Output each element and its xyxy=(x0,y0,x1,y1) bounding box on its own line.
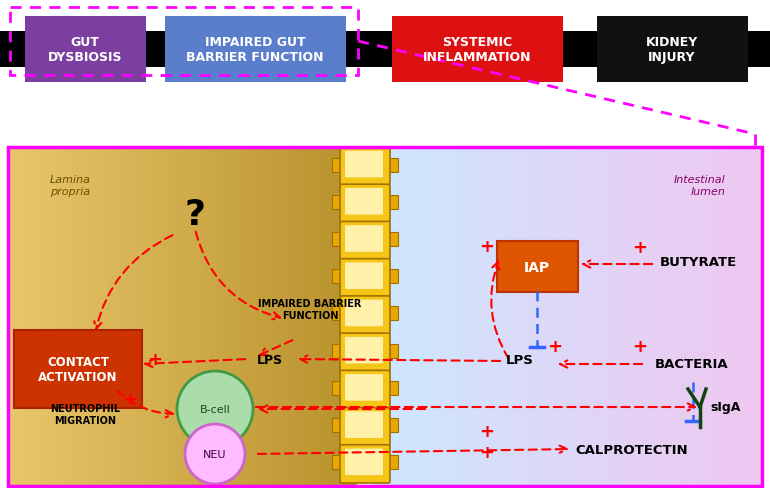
Text: +: + xyxy=(480,422,494,440)
Text: +: + xyxy=(122,390,138,408)
FancyBboxPatch shape xyxy=(345,151,383,178)
Text: IMPAIRED BARRIER
FUNCTION: IMPAIRED BARRIER FUNCTION xyxy=(258,299,362,320)
Bar xyxy=(388,195,398,209)
Text: KIDNEY
INJURY: KIDNEY INJURY xyxy=(646,36,698,64)
Text: NEUTROPHIL
MIGRATION: NEUTROPHIL MIGRATION xyxy=(50,404,120,425)
FancyBboxPatch shape xyxy=(340,407,390,446)
Bar xyxy=(388,418,398,432)
FancyBboxPatch shape xyxy=(345,300,383,326)
Bar xyxy=(332,270,342,284)
Bar xyxy=(388,381,398,395)
FancyBboxPatch shape xyxy=(340,148,390,186)
FancyBboxPatch shape xyxy=(340,445,390,483)
Text: +: + xyxy=(547,337,563,355)
Bar xyxy=(10,8,358,76)
Bar xyxy=(332,381,342,395)
Text: Lamina
propria: Lamina propria xyxy=(50,175,91,196)
Text: +: + xyxy=(632,337,648,355)
Text: Intestinal
lumen: Intestinal lumen xyxy=(673,175,725,196)
Bar xyxy=(388,344,398,358)
Text: B-cell: B-cell xyxy=(199,404,230,414)
FancyBboxPatch shape xyxy=(165,17,346,83)
Bar xyxy=(332,455,342,469)
FancyBboxPatch shape xyxy=(345,188,383,215)
Text: IAP: IAP xyxy=(524,261,550,274)
Bar xyxy=(388,270,398,284)
Text: CALPROTECTIN: CALPROTECTIN xyxy=(575,443,688,456)
FancyBboxPatch shape xyxy=(345,263,383,289)
Bar xyxy=(0,32,770,68)
FancyBboxPatch shape xyxy=(345,226,383,252)
FancyBboxPatch shape xyxy=(392,17,563,83)
Bar xyxy=(332,158,342,172)
Text: IMPAIRED GUT
BARRIER FUNCTION: IMPAIRED GUT BARRIER FUNCTION xyxy=(186,36,323,64)
Text: LPS: LPS xyxy=(257,353,283,366)
Text: +: + xyxy=(480,238,494,256)
Circle shape xyxy=(185,424,245,484)
Text: BUTYRATE: BUTYRATE xyxy=(660,255,737,268)
Text: NEU: NEU xyxy=(203,449,226,459)
Bar xyxy=(332,344,342,358)
Bar xyxy=(388,158,398,172)
FancyBboxPatch shape xyxy=(340,222,390,260)
FancyBboxPatch shape xyxy=(340,296,390,334)
FancyBboxPatch shape xyxy=(597,17,748,83)
Bar xyxy=(388,455,398,469)
FancyBboxPatch shape xyxy=(345,411,383,438)
FancyBboxPatch shape xyxy=(340,370,390,409)
Text: GUT
DYSBIOSIS: GUT DYSBIOSIS xyxy=(48,36,122,64)
FancyBboxPatch shape xyxy=(340,333,390,371)
FancyBboxPatch shape xyxy=(497,242,578,292)
Bar xyxy=(388,232,398,246)
Circle shape xyxy=(177,371,253,447)
FancyBboxPatch shape xyxy=(25,17,146,83)
FancyBboxPatch shape xyxy=(345,374,383,401)
FancyBboxPatch shape xyxy=(340,185,390,223)
Bar xyxy=(332,307,342,321)
Text: ?: ? xyxy=(185,198,206,231)
Text: +: + xyxy=(148,350,162,368)
Bar xyxy=(332,418,342,432)
Text: +: + xyxy=(480,443,494,461)
FancyBboxPatch shape xyxy=(345,337,383,364)
Text: BACTERIA: BACTERIA xyxy=(655,358,728,371)
FancyBboxPatch shape xyxy=(345,448,383,475)
FancyBboxPatch shape xyxy=(340,259,390,297)
Text: +: + xyxy=(632,239,648,257)
Bar xyxy=(388,307,398,321)
Text: sIgA: sIgA xyxy=(710,401,741,414)
Text: CONTACT
ACTIVATION: CONTACT ACTIVATION xyxy=(38,355,118,383)
Bar xyxy=(8,148,762,486)
Text: LPS: LPS xyxy=(506,353,534,366)
Bar xyxy=(332,195,342,209)
Text: SYSTEMIC
INFLAMMATION: SYSTEMIC INFLAMMATION xyxy=(423,36,531,64)
FancyBboxPatch shape xyxy=(14,330,142,408)
Bar xyxy=(332,232,342,246)
